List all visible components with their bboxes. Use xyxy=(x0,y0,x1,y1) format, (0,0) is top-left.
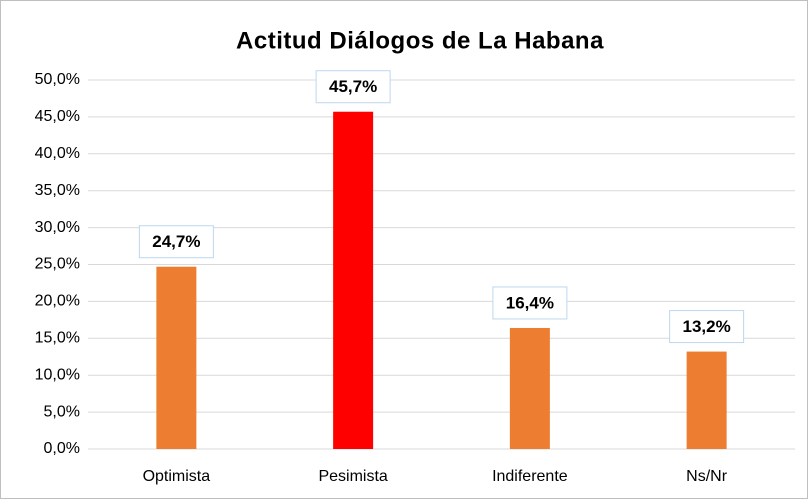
value-label-box xyxy=(669,310,745,344)
y-tick-label: 25,0% xyxy=(35,256,80,273)
bar xyxy=(156,266,197,449)
bar xyxy=(509,327,550,449)
y-tick-label: 35,0% xyxy=(35,182,80,199)
y-tick-label: 45,0% xyxy=(35,108,80,125)
y-tick-label: 0,0% xyxy=(44,440,80,457)
x-tick-label: Optimista xyxy=(143,468,211,485)
y-tick-label: 40,0% xyxy=(35,145,80,162)
x-tick-label: Ns/Nr xyxy=(686,468,728,485)
value-label: 16,4% xyxy=(506,293,554,312)
x-tick-label: Indiferente xyxy=(492,468,568,485)
y-tick-label: 5,0% xyxy=(44,403,80,420)
bar xyxy=(686,351,727,449)
value-label: 13,2% xyxy=(683,317,731,336)
value-label: 24,7% xyxy=(152,232,200,251)
y-tick-label: 10,0% xyxy=(35,366,80,383)
x-tick-label: Pesimista xyxy=(318,468,387,485)
value-label-box xyxy=(315,70,391,104)
y-tick-label: 30,0% xyxy=(35,219,80,236)
chart-title: Actitud Diálogos de La Habana xyxy=(236,27,604,54)
y-tick-label: 15,0% xyxy=(35,330,80,347)
value-label-box xyxy=(492,286,568,320)
y-tick-label: 50,0% xyxy=(35,71,80,88)
value-label: 45,7% xyxy=(329,77,377,96)
bar xyxy=(333,111,374,449)
value-label-box xyxy=(138,225,214,259)
y-tick-label: 20,0% xyxy=(35,293,80,310)
